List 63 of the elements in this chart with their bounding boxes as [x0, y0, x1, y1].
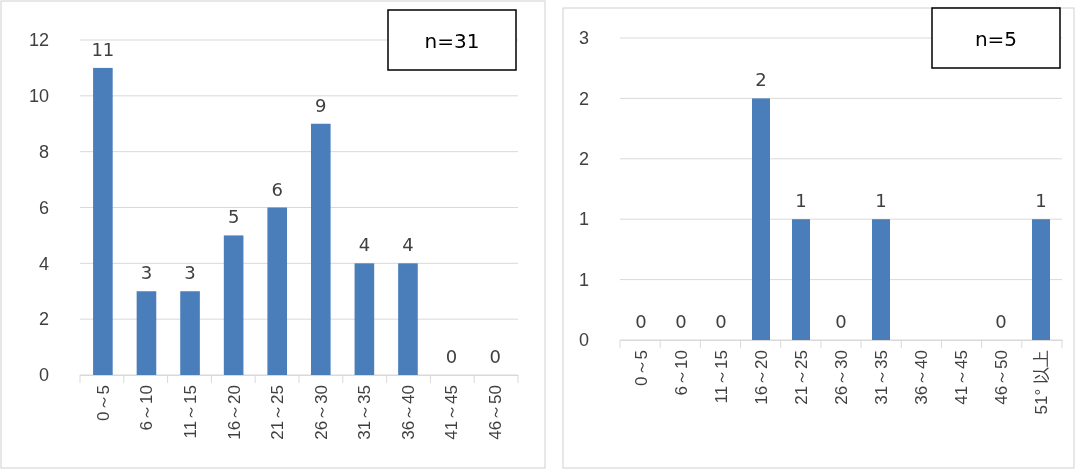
- x-tick-label: 6～10: [137, 385, 157, 431]
- x-tick-label: 6～10: [671, 350, 691, 396]
- y-tick-label: 2: [578, 88, 589, 109]
- x-tick-label: 21～25: [268, 385, 288, 440]
- data-label: 1: [875, 190, 887, 212]
- data-label: 0: [675, 311, 687, 332]
- x-tick-label: 0～5: [93, 385, 113, 421]
- bar: [310, 123, 331, 375]
- data-label: 0: [715, 311, 727, 332]
- x-tick-label: 31～35: [871, 350, 891, 405]
- data-label: 9: [315, 94, 327, 116]
- data-label: 0: [635, 311, 647, 332]
- y-tick-label: 2: [578, 149, 589, 170]
- x-tick-label: 16～20: [224, 385, 244, 440]
- x-tick-label: 21～25: [791, 350, 811, 405]
- x-tick-label: 26～30: [831, 350, 851, 405]
- x-tick-label: 41～45: [951, 350, 971, 405]
- x-tick-label: 41～45: [442, 385, 462, 440]
- bar: [267, 207, 288, 375]
- data-label: 0: [995, 311, 1007, 332]
- x-tick-label: 31～35: [355, 385, 375, 440]
- data-label: 1: [795, 190, 807, 212]
- y-tick-label: 0: [578, 330, 589, 351]
- data-label: 0: [489, 346, 501, 367]
- annotation: n=5: [974, 27, 1018, 51]
- x-tick-label: 11～15: [711, 350, 731, 404]
- y-tick-label: 8: [38, 141, 49, 162]
- annotation: n=31: [424, 29, 480, 53]
- x-tick-label: 26～30: [311, 385, 331, 440]
- x-tick-label: 36～40: [911, 350, 931, 405]
- y-tick-label: 10: [28, 86, 49, 107]
- x-tick-label: 51° 以上: [1031, 350, 1051, 415]
- data-label: 6: [271, 178, 283, 200]
- bar: [354, 263, 375, 375]
- data-label: 1: [1035, 190, 1047, 212]
- data-label: 4: [402, 234, 414, 256]
- data-label: 2: [755, 69, 767, 91]
- x-tick-label: 0～5: [631, 350, 651, 386]
- data-label: 3: [140, 262, 153, 284]
- data-label: 0: [835, 311, 847, 332]
- y-tick-label: 4: [38, 253, 49, 274]
- bar: [223, 235, 244, 375]
- data-label: 0: [445, 346, 458, 367]
- x-tick-label: 16～20: [751, 350, 771, 405]
- y-tick-label: 2: [38, 309, 49, 330]
- x-tick-label: 46～50: [991, 350, 1011, 405]
- x-tick-label: 11～15: [180, 385, 200, 439]
- data-label: 5: [227, 206, 240, 228]
- data-label: 4: [358, 234, 371, 256]
- data-label: 3: [184, 262, 196, 284]
- y-tick-label: 1: [578, 269, 589, 290]
- y-tick-label: 3: [578, 28, 589, 49]
- y-tick-label: 12: [28, 30, 49, 51]
- data-label: 11: [91, 38, 115, 60]
- bar: [136, 291, 157, 375]
- y-tick-label: 1: [578, 209, 589, 230]
- bar: [398, 263, 418, 375]
- y-tick-label: 0: [38, 365, 49, 386]
- x-tick-label: 46～50: [486, 385, 506, 440]
- x-tick-label: 36～40: [398, 385, 418, 440]
- y-tick-label: 6: [38, 197, 49, 218]
- bar: [93, 67, 113, 375]
- bar: [180, 291, 200, 375]
